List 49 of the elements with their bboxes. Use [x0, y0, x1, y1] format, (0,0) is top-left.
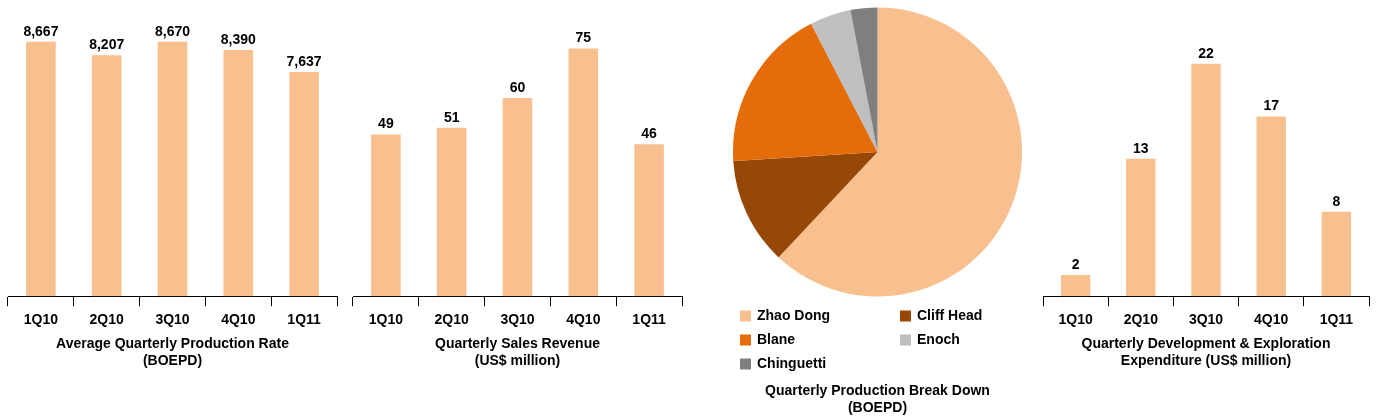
x-tick-label: 1Q10 — [23, 311, 59, 328]
bar — [502, 98, 533, 297]
bar — [1321, 211, 1352, 297]
data-label: 8 — [1332, 192, 1341, 209]
x-tick-label: 2Q10 — [434, 311, 470, 328]
data-label: 60 — [509, 78, 526, 95]
x-tick-label: 1Q10 — [1058, 311, 1093, 328]
x-tick-label: 4Q10 — [221, 311, 256, 328]
bar — [1126, 158, 1156, 297]
data-label: 51 — [443, 108, 460, 125]
data-label: 49 — [378, 115, 394, 132]
text: Average Quarterly Production Rate (BOEPD) — [55, 335, 290, 369]
data-label: 46 — [641, 125, 658, 142]
x-tick-label: 2Q10 — [1123, 311, 1159, 328]
legend-label: Cliff Head — [917, 306, 983, 323]
x-tick-label: 4Q10 — [1254, 311, 1289, 328]
legend-label: Blane — [757, 330, 796, 347]
text: Quarterly Production Break Down (BOEPD) — [764, 382, 991, 416]
data-label: 22 — [1198, 44, 1214, 61]
x-tick-label: 4Q10 — [566, 311, 601, 328]
bar — [1256, 116, 1286, 297]
data-label: 13 — [1133, 139, 1149, 156]
legend-label: Chinguetti — [757, 354, 827, 371]
data-label: 8,207 — [89, 36, 125, 53]
x-tick-label: 1Q11 — [1319, 311, 1354, 328]
data-label: 8,390 — [220, 30, 257, 47]
x-tick-label: 3Q10 — [155, 311, 190, 328]
bar — [634, 144, 664, 297]
x-tick-label: 3Q10 — [1188, 311, 1224, 328]
text: Quarterly Development & Exploration Expenditure (US$ million) — [1081, 335, 1331, 369]
data-label: 2 — [1071, 255, 1080, 272]
data-label: 7,637 — [286, 52, 322, 69]
data-label: 8,667 — [23, 22, 59, 39]
x-tick-label: 1Q11 — [287, 311, 322, 328]
x-tick-label: 1Q10 — [368, 311, 404, 328]
data-label: 75 — [575, 29, 592, 46]
legend-label: Enoch — [917, 330, 960, 347]
bar — [371, 134, 401, 297]
x-tick-label: 2Q10 — [89, 311, 125, 328]
text: Quarterly Sales Revenue (US$ million) — [434, 335, 601, 369]
data-label: 17 — [1263, 97, 1280, 114]
bar — [436, 127, 467, 297]
legend-label: Zhao Dong — [757, 306, 831, 323]
bar — [568, 48, 599, 297]
x-tick-label: 3Q10 — [500, 311, 535, 328]
x-tick-label: 1Q11 — [632, 311, 667, 328]
bar — [1191, 63, 1221, 297]
data-label: 8,670 — [154, 22, 191, 39]
bar — [1060, 275, 1091, 297]
